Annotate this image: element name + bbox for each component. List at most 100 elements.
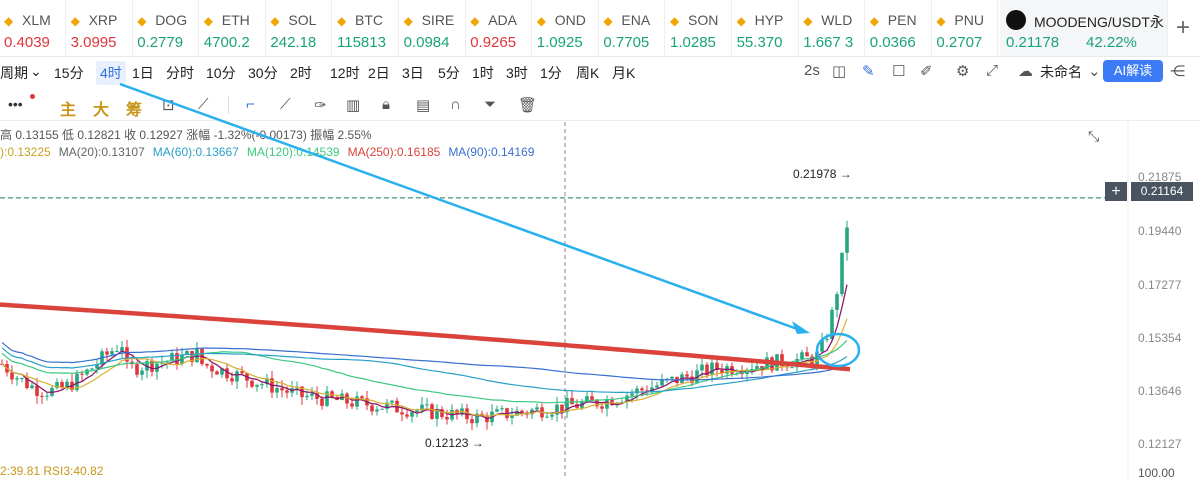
active-symbol-tab[interactable]: MOODENG/USDT永 0.21178 42.22% bbox=[1000, 0, 1168, 56]
layout-name[interactable]: 未命名 bbox=[1040, 64, 1082, 80]
symbol-tab-dog[interactable]: ◆ DOG 0.2779 bbox=[133, 0, 200, 56]
candle-body bbox=[695, 370, 699, 383]
candle-body bbox=[660, 379, 664, 386]
filter-icon[interactable]: ⏷ bbox=[484, 96, 497, 113]
candle-body bbox=[410, 412, 414, 417]
main-indicator-button[interactable]: 主 bbox=[60, 102, 77, 119]
timeframe-6[interactable]: 30分 bbox=[248, 65, 278, 81]
gear-icon[interactable]: ⚙ bbox=[956, 63, 970, 80]
timeframe-13[interactable]: 3时 bbox=[506, 65, 528, 81]
coin-icon: ◆ bbox=[936, 14, 946, 28]
more-menu[interactable]: ••• bbox=[8, 96, 23, 112]
candle-body bbox=[770, 357, 774, 371]
timeframe-9[interactable]: 2日 bbox=[368, 65, 390, 81]
ai-analysis-button[interactable]: AI解读 bbox=[1103, 60, 1163, 82]
note-icon[interactable]: ▤ bbox=[416, 97, 431, 114]
camera-icon[interactable]: ◫ bbox=[832, 63, 847, 80]
chevron-down-icon[interactable]: ⌄ bbox=[1088, 63, 1101, 80]
symbol-tab-xrp[interactable]: ◆ XRP 3.0995 bbox=[67, 0, 133, 56]
pencil-icon[interactable]: ✎ bbox=[862, 63, 875, 80]
candle-body bbox=[690, 376, 694, 383]
symbol-tab-wld[interactable]: ◆ WLD 1.667 3 bbox=[799, 0, 866, 56]
candle-body bbox=[720, 370, 724, 374]
symbol-tab-sire[interactable]: ◆ SIRE 0.0984 bbox=[400, 0, 466, 56]
tab-price: 3.0995 bbox=[70, 34, 117, 51]
big-order-button[interactable]: 大 bbox=[93, 102, 110, 119]
trash-icon[interactable]: 🗑︎ bbox=[518, 97, 538, 114]
timeframe-1[interactable]: 15分 bbox=[54, 65, 84, 81]
symbol-tab-ena[interactable]: ◆ ENA 0.7705 bbox=[599, 0, 666, 56]
high-price-annotation: 0.21978 → bbox=[793, 167, 852, 181]
draw-icon[interactable]: ✐ bbox=[920, 63, 933, 80]
tab-price: 0.2779 bbox=[137, 34, 184, 51]
timeframe-0[interactable]: 周期 bbox=[0, 65, 28, 81]
timeframe-14[interactable]: 1分 bbox=[540, 65, 562, 81]
candle-body bbox=[305, 395, 309, 398]
timeframe-10[interactable]: 3日 bbox=[402, 65, 424, 81]
candle-body bbox=[605, 399, 609, 409]
indicator-edit-icon[interactable]: ⊡ bbox=[162, 97, 175, 114]
tab-symbol: PNU bbox=[954, 12, 984, 28]
timeframe-5[interactable]: 10分 bbox=[206, 65, 236, 81]
timeframe-8[interactable]: 12时 bbox=[330, 65, 360, 81]
candles-icon[interactable]: ▥ bbox=[346, 97, 361, 114]
chip-button[interactable]: 筹 bbox=[126, 102, 143, 119]
share-icon[interactable]: ⋲ bbox=[1170, 63, 1185, 80]
candle-body bbox=[290, 388, 294, 393]
highlight-circle bbox=[815, 332, 861, 368]
symbol-tab-sol[interactable]: ◆ SOL 242.18 bbox=[266, 0, 333, 56]
coin-icon: ◆ bbox=[603, 14, 613, 28]
timeframe-11[interactable]: 5分 bbox=[438, 65, 460, 81]
timeframe-12[interactable]: 1时 bbox=[472, 65, 494, 81]
symbol-tab-ond[interactable]: ◆ OND 1.0925 bbox=[533, 0, 599, 56]
add-tab-icon[interactable]: + bbox=[1175, 14, 1190, 41]
candle-body bbox=[440, 409, 444, 418]
timeframe-2[interactable]: 4时 bbox=[96, 61, 126, 85]
ma30-line bbox=[1, 340, 848, 404]
symbol-tab-xlm[interactable]: ◆ XLM 0.4039 bbox=[0, 0, 66, 56]
cursor-icon[interactable]: ⌐ bbox=[246, 96, 255, 113]
coin-icon: ◆ bbox=[869, 14, 880, 28]
coin-icon: ◆ bbox=[403, 14, 413, 28]
cloud-icon[interactable]: ☁ bbox=[1018, 63, 1033, 80]
candle-body bbox=[540, 407, 544, 418]
symbol-tab-pnu[interactable]: ◆ PNU 0.2707 bbox=[932, 0, 999, 56]
candle-body bbox=[595, 399, 599, 407]
ma-legend: ):0.13225 MA(20):0.13107 MA(60):0.13667 MA(… bbox=[0, 145, 542, 159]
chevron-down-icon[interactable]: ⌄ bbox=[30, 63, 42, 79]
timeframe-3[interactable]: 1日 bbox=[132, 65, 154, 81]
candle-body bbox=[435, 409, 439, 419]
timeframe-4[interactable]: 分时 bbox=[166, 65, 194, 81]
tab-symbol: BTC bbox=[355, 12, 383, 28]
candle-body bbox=[95, 364, 99, 369]
line-tool-icon[interactable]: ⟋ bbox=[280, 96, 291, 113]
expand-chart-icon[interactable]: ⤡ bbox=[1088, 128, 1100, 144]
fullscreen-icon[interactable]: ⤢ bbox=[986, 62, 999, 79]
symbol-tab-pen[interactable]: ◆ PEN 0.0366 bbox=[866, 0, 932, 56]
tab-symbol: PEN bbox=[887, 12, 917, 28]
symbol-tab-son[interactable]: ◆ SON 1.0285 bbox=[666, 0, 732, 56]
refresh-interval[interactable]: 2s bbox=[804, 62, 820, 79]
candle-body bbox=[785, 366, 789, 368]
symbol-tab-hyp[interactable]: ◆ HYP 55.370 bbox=[733, 0, 799, 56]
brush-icon[interactable]: ✑ bbox=[314, 97, 327, 114]
magnet-icon[interactable]: ∩ bbox=[450, 96, 461, 113]
candle-body bbox=[15, 378, 19, 380]
ruler-icon[interactable]: ⟋ bbox=[198, 96, 209, 113]
crosshair-plus-icon[interactable]: + bbox=[1105, 182, 1127, 201]
candle-body bbox=[610, 399, 614, 406]
divider bbox=[228, 96, 229, 114]
timeframe-15[interactable]: 周K bbox=[576, 65, 600, 81]
candle-body bbox=[220, 368, 224, 375]
symbol-tab-eth[interactable]: ◆ ETH 4700.2 bbox=[200, 0, 266, 56]
edit-box-icon[interactable]: ☐ bbox=[892, 63, 906, 80]
candle-body bbox=[195, 348, 199, 362]
timeframe-7[interactable]: 2时 bbox=[290, 65, 312, 81]
symbol-tab-ada[interactable]: ◆ ADA 0.9265 bbox=[466, 0, 533, 56]
candle-body bbox=[580, 402, 584, 408]
candle-body bbox=[250, 380, 254, 387]
lock-icon[interactable]: 🔒︎ bbox=[382, 96, 390, 113]
timeframe-16[interactable]: 月K bbox=[612, 65, 636, 81]
candle-body bbox=[100, 351, 104, 365]
symbol-tab-btc[interactable]: ◆ BTC 115813 bbox=[333, 0, 399, 56]
